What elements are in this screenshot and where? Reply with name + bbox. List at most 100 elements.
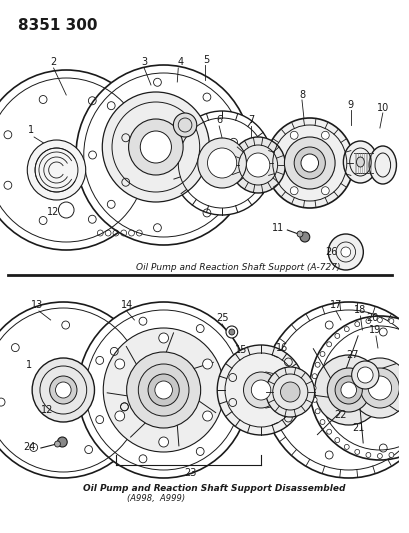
Text: 1: 1 — [28, 125, 34, 135]
Circle shape — [314, 355, 382, 425]
Circle shape — [309, 316, 409, 460]
Circle shape — [297, 231, 302, 237]
Circle shape — [365, 453, 370, 457]
Circle shape — [319, 419, 324, 424]
Text: 25: 25 — [215, 313, 228, 323]
Text: 6: 6 — [216, 115, 222, 125]
Circle shape — [350, 358, 408, 418]
Text: 8: 8 — [298, 90, 304, 100]
Circle shape — [388, 319, 393, 324]
Circle shape — [126, 352, 200, 428]
Circle shape — [315, 362, 319, 367]
Circle shape — [32, 358, 94, 422]
Text: 13: 13 — [31, 300, 43, 310]
Text: 9: 9 — [347, 100, 353, 110]
Text: 14: 14 — [120, 300, 133, 310]
Circle shape — [312, 397, 316, 402]
Circle shape — [334, 438, 339, 442]
Circle shape — [54, 441, 60, 447]
Text: 4: 4 — [177, 57, 183, 67]
Circle shape — [365, 319, 370, 324]
Circle shape — [312, 374, 316, 378]
Circle shape — [340, 247, 350, 257]
Text: 16: 16 — [276, 343, 288, 353]
Text: 18: 18 — [353, 305, 366, 315]
Text: 21: 21 — [351, 423, 364, 433]
Circle shape — [128, 119, 183, 175]
Text: 2: 2 — [50, 57, 56, 67]
Circle shape — [321, 187, 328, 195]
Circle shape — [351, 361, 378, 389]
Circle shape — [354, 449, 359, 455]
Circle shape — [388, 453, 393, 457]
Circle shape — [140, 131, 171, 163]
Circle shape — [262, 302, 409, 478]
Circle shape — [377, 318, 382, 322]
Ellipse shape — [356, 157, 364, 167]
Text: Oil Pump and Reaction Shaft Support Disassembled: Oil Pump and Reaction Shaft Support Disa… — [83, 484, 344, 493]
Circle shape — [55, 382, 71, 398]
Circle shape — [173, 113, 196, 137]
Circle shape — [299, 232, 309, 242]
Circle shape — [155, 381, 172, 399]
Circle shape — [399, 321, 404, 327]
Text: 3: 3 — [141, 57, 147, 67]
Text: (A998,  A999): (A998, A999) — [126, 494, 184, 503]
Circle shape — [138, 364, 189, 416]
Circle shape — [290, 131, 297, 139]
Text: 12: 12 — [40, 405, 53, 415]
Circle shape — [158, 333, 168, 343]
Text: 17: 17 — [329, 300, 342, 310]
Text: 5: 5 — [203, 55, 209, 65]
Circle shape — [0, 70, 153, 250]
Text: 15: 15 — [235, 345, 247, 355]
Circle shape — [354, 321, 359, 327]
Circle shape — [27, 140, 85, 200]
Circle shape — [246, 153, 269, 177]
Circle shape — [315, 409, 319, 414]
Circle shape — [319, 351, 324, 357]
Circle shape — [334, 334, 339, 338]
Circle shape — [49, 376, 77, 404]
Circle shape — [326, 429, 331, 434]
Text: Oil Pump and Reaction Shaft Support (A-727): Oil Pump and Reaction Shaft Support (A-7… — [136, 263, 340, 272]
Circle shape — [243, 372, 278, 408]
Circle shape — [265, 118, 353, 208]
Circle shape — [310, 385, 315, 391]
Circle shape — [115, 359, 124, 369]
Circle shape — [197, 138, 246, 188]
Circle shape — [228, 329, 234, 335]
Text: 23: 23 — [183, 468, 196, 478]
Text: 24: 24 — [23, 442, 35, 452]
Text: 1: 1 — [26, 360, 32, 370]
Circle shape — [57, 437, 67, 447]
Circle shape — [290, 187, 297, 195]
Ellipse shape — [368, 146, 396, 184]
Circle shape — [225, 326, 237, 338]
Circle shape — [399, 449, 404, 455]
Circle shape — [300, 154, 318, 172]
Circle shape — [265, 367, 314, 417]
Circle shape — [158, 437, 168, 447]
Circle shape — [377, 454, 382, 458]
Circle shape — [326, 368, 369, 412]
Circle shape — [357, 367, 372, 383]
Circle shape — [284, 137, 334, 189]
Circle shape — [280, 382, 299, 402]
Text: 19: 19 — [368, 325, 380, 335]
Circle shape — [293, 147, 325, 179]
Circle shape — [0, 302, 149, 478]
Circle shape — [202, 359, 212, 369]
Text: 7: 7 — [247, 115, 254, 125]
Circle shape — [340, 382, 356, 398]
Circle shape — [328, 234, 362, 270]
Circle shape — [360, 368, 398, 408]
Text: 26: 26 — [324, 247, 337, 257]
Text: 20: 20 — [365, 313, 378, 323]
Text: 12: 12 — [47, 207, 60, 217]
Circle shape — [230, 137, 285, 193]
Circle shape — [251, 380, 270, 400]
Circle shape — [321, 131, 328, 139]
Text: 8351 300: 8351 300 — [18, 18, 97, 33]
Circle shape — [103, 328, 223, 452]
